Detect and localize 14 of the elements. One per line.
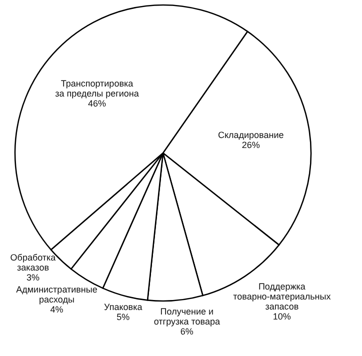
data-label: 4% bbox=[50, 304, 64, 315]
slice-label: Административные расходы bbox=[16, 284, 98, 305]
data-label: 10% bbox=[272, 311, 291, 322]
slice-label: Получение и отгрузка товара bbox=[154, 306, 220, 326]
slice-label: Упаковка bbox=[104, 302, 142, 312]
data-label: 3% bbox=[26, 272, 40, 283]
data-label: 46% bbox=[88, 98, 106, 109]
slice-label: Поддержка товарно-материальных запасов bbox=[233, 281, 332, 312]
data-label: 26% bbox=[242, 140, 260, 150]
slice-label: Обработка заказов bbox=[10, 252, 56, 273]
data-label: 6% bbox=[180, 326, 194, 336]
data-label: 5% bbox=[116, 312, 130, 322]
slice-label: Транспортировка за пределы региона bbox=[55, 78, 139, 99]
slice-label: Складирование bbox=[218, 130, 284, 140]
